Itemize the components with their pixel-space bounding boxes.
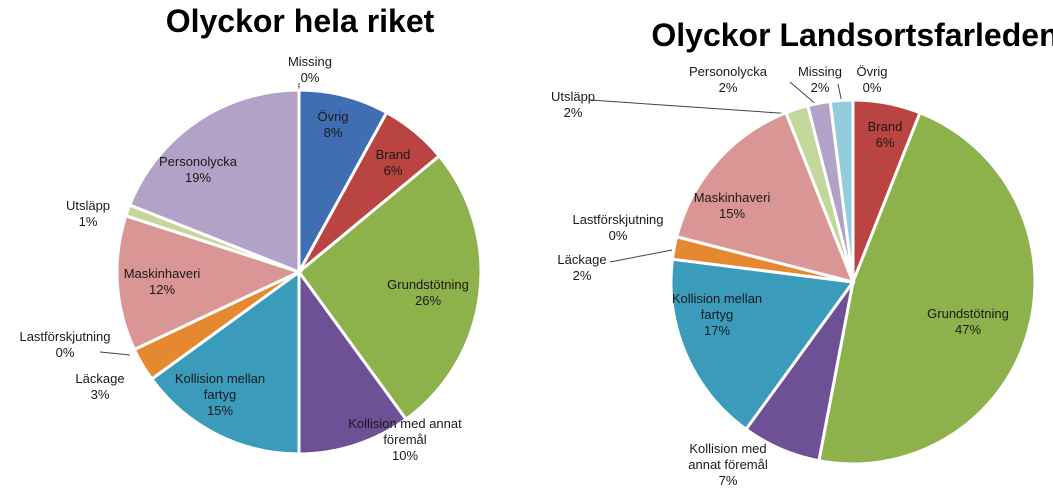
slice-label: Övrig 8% (303, 109, 363, 141)
slice-label: Kollision med annat föremål 7% (673, 441, 783, 489)
leader-line (609, 249, 673, 263)
slice-name: Lastförskjutning (572, 212, 664, 227)
chart-title: Olyckor hela riket (166, 3, 435, 39)
slice-name: Kollision mellan fartyg (174, 371, 266, 402)
slice-label: Grundstötning 26% (373, 277, 483, 309)
slice-label: Lastförskjutning 0% (10, 329, 120, 361)
slice-value: 8% (323, 125, 343, 140)
slice-name: Brand (867, 119, 903, 134)
slice-label: Maskinhaveri 15% (682, 190, 782, 222)
pie-slice (115, 213, 304, 352)
slice-name: Brand (375, 147, 411, 162)
slice-value: 15% (718, 206, 746, 221)
pie-slice (297, 267, 409, 456)
slice-label: Kollision med annat föremål 10% (335, 416, 475, 464)
slice-value: 0% (608, 228, 628, 243)
slice-label: Grundstötning 47% (913, 306, 1023, 338)
leader-lines (99, 81, 843, 356)
slice-name: Kollision med annat föremål (348, 416, 462, 447)
slice-name: Utsläpp (550, 89, 596, 104)
slice-name: Övrig (317, 109, 349, 124)
slice-value: 26% (414, 293, 442, 308)
slice-value: 0% (862, 80, 882, 95)
slice-name: Kollision mellan fartyg (671, 291, 763, 322)
slice-label: Kollision mellan fartyg 17% (662, 291, 772, 339)
slice-value: 0% (300, 70, 320, 85)
slice-value: 6% (383, 163, 403, 178)
pie-slice (669, 257, 856, 432)
slice-value: 7% (718, 473, 738, 488)
slice-name: Läckage (557, 252, 607, 267)
leader-line (99, 351, 131, 356)
slice-label: Kollision mellan fartyg 15% (170, 371, 270, 419)
slice-label: Missing 0% (280, 54, 340, 86)
chart-title: Olyckor Landsortsfarleden (651, 17, 1053, 53)
pie-slice (817, 110, 1037, 466)
slice-name: Missing (287, 54, 333, 69)
slice-value: 17% (703, 323, 731, 338)
slice-name: Personolycka (158, 154, 238, 169)
slice-label: Övrig 0% (847, 64, 897, 96)
slice-name: Utsläpp (65, 198, 111, 213)
slice-label: Personolycka 2% (678, 64, 778, 96)
slice-value: 2% (810, 80, 830, 95)
slice-name: Personolycka (688, 64, 768, 79)
slice-label: Brand 6% (855, 119, 915, 151)
slice-name: Maskinhaveri (693, 190, 771, 205)
slice-label: Brand 6% (363, 147, 423, 179)
pie-slice (828, 98, 855, 283)
pie-slice (127, 88, 301, 275)
slice-label: Läckage 3% (65, 371, 135, 403)
slice-value: 19% (184, 170, 212, 185)
pie-slice (296, 153, 483, 422)
pie-slice (297, 88, 389, 273)
slice-name: Maskinhaveri (123, 266, 201, 281)
slice-value: 47% (954, 322, 982, 337)
slice-name: Läckage (75, 371, 125, 386)
slice-value: 6% (875, 135, 895, 150)
slice-label: Utsläpp 1% (58, 198, 118, 230)
pie-slice (149, 269, 301, 456)
slice-value: 2% (572, 268, 592, 283)
slice-name: Lastförskjutning (19, 329, 111, 344)
slice-name: Missing (797, 64, 843, 79)
slice-name: Kollision med annat föremål (688, 441, 768, 472)
leader-line (789, 81, 819, 107)
slice-name: Grundstötning (387, 277, 469, 292)
slice-label: Maskinhaveri 12% (112, 266, 212, 298)
slice-value: 10% (391, 448, 419, 463)
slice-value: 15% (206, 403, 234, 418)
slice-value: 2% (563, 105, 583, 120)
pie-slice (674, 110, 856, 285)
slice-name: Övrig (856, 64, 888, 79)
slice-value: 1% (78, 214, 98, 229)
leader-line (589, 99, 794, 115)
slice-label: Missing 2% (790, 64, 850, 96)
slice-label: Utsläpp 2% (543, 89, 603, 121)
slice-label: Lastförskjutning 0% (553, 212, 683, 244)
slice-label: Personolycka 19% (148, 154, 248, 186)
slice-value: 0% (55, 345, 75, 360)
slice-name: Grundstötning (927, 306, 1009, 321)
slice-value: 2% (718, 80, 738, 95)
slice-value: 12% (148, 282, 176, 297)
slice-value: 3% (90, 387, 110, 402)
slice-label: Läckage 2% (547, 252, 617, 284)
